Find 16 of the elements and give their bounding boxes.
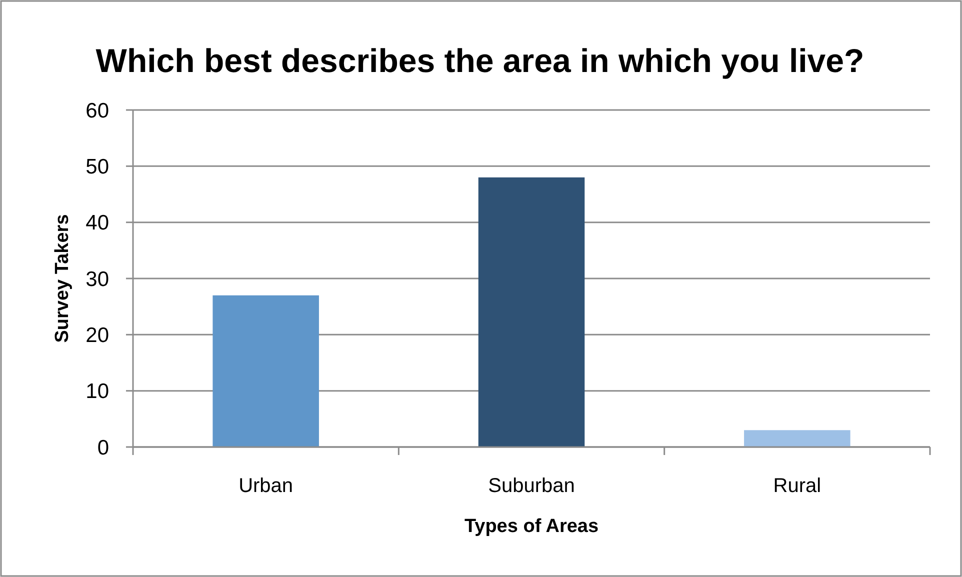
bar [744, 430, 850, 447]
bar [212, 295, 319, 447]
x-tick-label: Suburban [488, 475, 575, 497]
y-axis-title: Survey Takers [52, 214, 73, 343]
y-tick-label: 20 [86, 324, 109, 348]
x-tick-label: Rural [773, 475, 822, 497]
x-axis-title: Types of Areas [464, 516, 599, 537]
chart-title: Which best describes the area in which you live? [96, 42, 864, 79]
x-tick-label: Urban [238, 475, 294, 497]
y-tick-label: 0 [97, 436, 109, 460]
y-tick-label: 40 [86, 212, 109, 235]
y-tick-label: 50 [86, 156, 109, 179]
y-tick-label: 60 [86, 99, 109, 122]
y-tick-label: 30 [86, 268, 109, 291]
bar [478, 177, 585, 447]
y-tick-label: 10 [86, 380, 109, 404]
